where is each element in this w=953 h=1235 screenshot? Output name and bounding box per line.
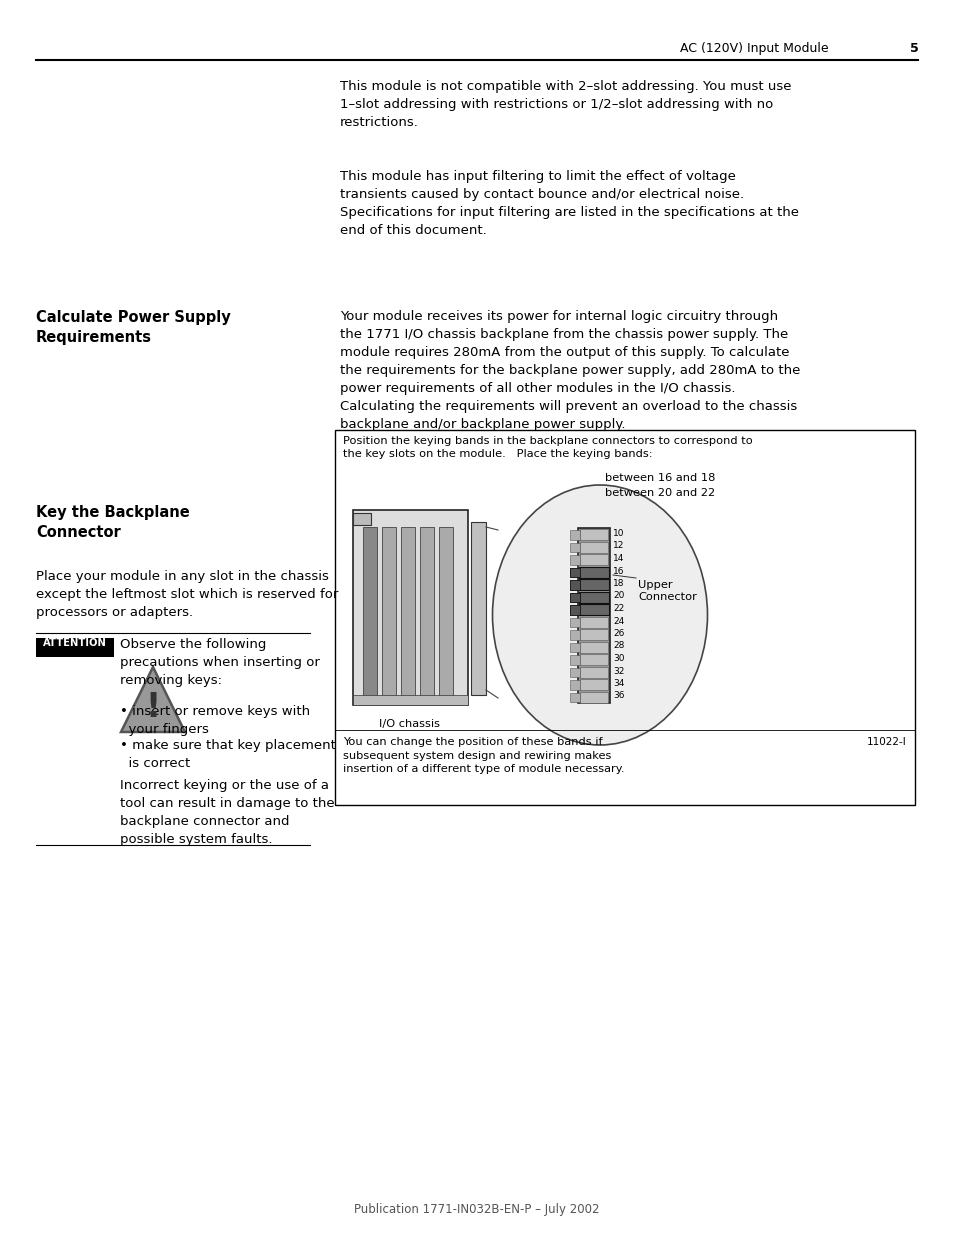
Text: Calculate Power Supply
Requirements: Calculate Power Supply Requirements	[36, 310, 231, 345]
Bar	[353, 510, 468, 705]
Bar	[569, 605, 579, 615]
Bar	[578, 529, 609, 703]
Text: Publication 1771-IN032B-EN-P – July 2002: Publication 1771-IN032B-EN-P – July 2002	[354, 1203, 599, 1216]
Bar	[569, 667, 579, 677]
Bar	[579, 692, 607, 703]
Bar	[578, 592, 608, 603]
Text: This module has input filtering to limit the effect of voltage
transients caused: This module has input filtering to limit…	[339, 170, 799, 237]
Bar	[578, 579, 608, 590]
Text: between 20 and 22: between 20 and 22	[604, 488, 715, 498]
FancyBboxPatch shape	[335, 430, 914, 805]
Bar	[578, 567, 608, 578]
Text: Key the Backplane
Connector: Key the Backplane Connector	[36, 505, 190, 540]
Bar	[569, 530, 579, 540]
Bar	[579, 592, 607, 603]
Bar	[579, 567, 607, 578]
Bar	[569, 630, 579, 640]
Bar	[353, 695, 468, 705]
Bar	[569, 593, 579, 601]
Bar	[569, 680, 579, 689]
Text: This module is not compatible with 2–slot addressing. You must use
1–slot addres: This module is not compatible with 2–slo…	[339, 80, 791, 128]
Bar	[569, 593, 579, 601]
Text: 11022-I: 11022-I	[866, 737, 906, 747]
Text: 34: 34	[613, 679, 623, 688]
Text: 26: 26	[613, 629, 623, 638]
Text: 10: 10	[613, 529, 624, 538]
Bar	[569, 642, 579, 652]
Bar	[579, 655, 607, 664]
Bar	[363, 527, 376, 697]
Bar	[569, 693, 579, 701]
Bar	[438, 527, 453, 697]
Bar	[579, 579, 607, 590]
Bar	[579, 641, 607, 652]
Bar	[36, 638, 113, 657]
Bar	[569, 618, 579, 627]
Text: 24: 24	[613, 616, 623, 625]
Text: Observe the following
precautions when inserting or
removing keys:: Observe the following precautions when i…	[120, 638, 319, 687]
Text: 22: 22	[613, 604, 623, 613]
Text: Your module receives its power for internal logic circuitry through
the 1771 I/O: Your module receives its power for inter…	[339, 310, 800, 431]
Text: 14: 14	[613, 555, 623, 563]
Bar	[400, 527, 415, 697]
Text: ATTENTION: ATTENTION	[43, 638, 107, 648]
Bar	[569, 568, 579, 577]
Text: Position the keying bands in the backplane connectors to correspond to
the key s: Position the keying bands in the backpla…	[343, 436, 752, 459]
Bar	[579, 529, 607, 540]
Bar	[578, 604, 608, 615]
Bar	[569, 542, 579, 552]
Bar	[579, 555, 607, 564]
Bar	[579, 541, 607, 552]
Text: !: !	[145, 690, 160, 724]
Text: 28: 28	[613, 641, 623, 651]
Polygon shape	[121, 667, 185, 732]
Bar	[579, 679, 607, 690]
Text: I/O chassis: I/O chassis	[379, 719, 440, 729]
Text: • make sure that key placement
  is correct: • make sure that key placement is correc…	[120, 739, 335, 769]
Text: AC (120V) Input Module: AC (120V) Input Module	[679, 42, 828, 56]
Text: 32: 32	[613, 667, 623, 676]
Bar	[419, 527, 434, 697]
Text: 36: 36	[613, 692, 624, 700]
Text: 5: 5	[909, 42, 918, 56]
Text: Place your module in any slot in the chassis
except the leftmost slot which is r: Place your module in any slot in the cha…	[36, 571, 338, 619]
Bar	[569, 555, 579, 564]
Bar	[381, 527, 395, 697]
Bar	[569, 605, 579, 615]
Text: 30: 30	[613, 655, 624, 663]
Ellipse shape	[492, 485, 707, 745]
Bar	[579, 667, 607, 678]
Bar	[569, 568, 579, 577]
Text: 20: 20	[613, 592, 623, 600]
Text: 18: 18	[613, 579, 624, 588]
Bar	[579, 616, 607, 627]
Bar	[569, 655, 579, 664]
Bar	[579, 629, 607, 640]
Bar	[471, 522, 485, 695]
Text: 16: 16	[613, 567, 624, 576]
Bar	[353, 513, 371, 525]
Bar	[569, 580, 579, 589]
Text: between 16 and 18: between 16 and 18	[604, 473, 715, 483]
Text: Upper
Connector: Upper Connector	[638, 580, 696, 603]
Text: Incorrect keying or the use of a
tool can result in damage to the
backplane conn: Incorrect keying or the use of a tool ca…	[120, 779, 335, 846]
Text: You can change the position of these bands if
subsequent system design and rewir: You can change the position of these ban…	[343, 737, 624, 774]
Text: 12: 12	[613, 541, 623, 551]
Bar	[579, 604, 607, 615]
Bar	[569, 580, 579, 589]
Text: • insert or remove keys with
  your fingers: • insert or remove keys with your finger…	[120, 705, 310, 736]
